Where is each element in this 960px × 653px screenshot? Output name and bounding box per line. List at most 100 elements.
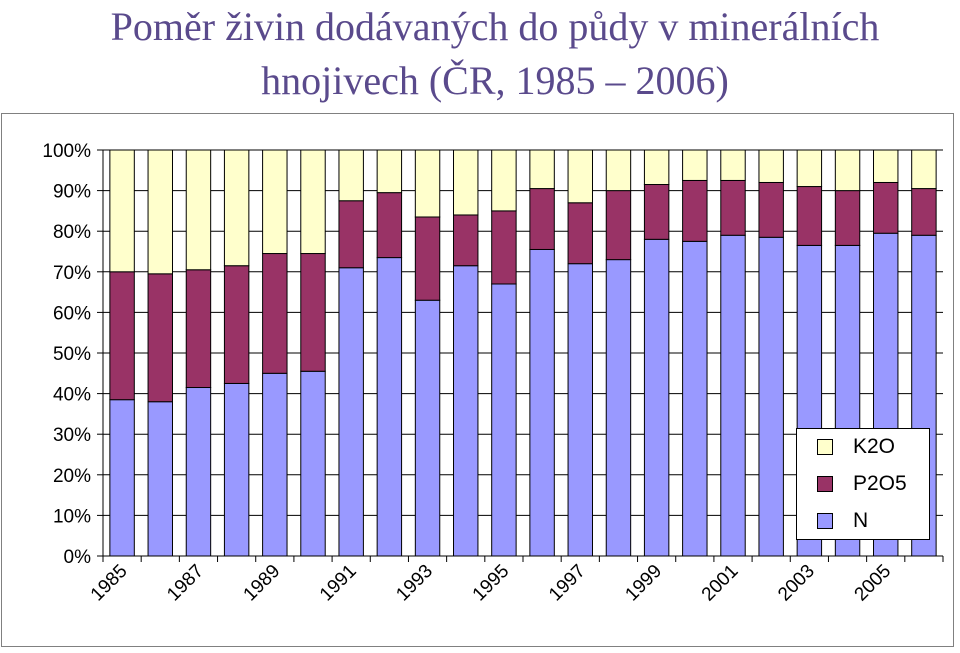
bar-p2o5-1998	[605, 190, 632, 261]
bar-k2o-1996	[529, 149, 555, 190]
bar-k2o-1985	[109, 149, 135, 273]
legend-item-k2o: K2O	[817, 435, 895, 459]
y-tick-label: 10%	[53, 506, 91, 527]
legend-label-k2o: K2O	[853, 435, 896, 458]
bar-p2o5-1985	[109, 271, 135, 401]
y-tick-label: 100%	[42, 141, 91, 162]
bar-n-1992	[376, 257, 403, 557]
y-tick-label: 0%	[64, 547, 92, 568]
bar-n-1997	[567, 263, 593, 557]
bar-n-2000	[682, 240, 708, 557]
bar-n-1989	[262, 372, 288, 557]
bar-p2o5-2005	[873, 181, 899, 234]
bar-k2o-1994	[453, 149, 479, 216]
bar-n-1998	[605, 259, 632, 557]
legend-label-n: N	[853, 509, 869, 532]
bar-n-1988	[223, 382, 250, 557]
bar-n-1991	[338, 267, 364, 557]
bar-k2o-1992	[376, 149, 403, 194]
legend-swatch-p2o5	[817, 476, 833, 492]
bar-p2o5-1991	[338, 200, 364, 269]
x-tick-label: 2003	[774, 561, 819, 606]
title-line-2: hnojivech (ČR, 1985 – 2006)	[261, 58, 729, 103]
bar-k2o-1995	[491, 149, 517, 212]
y-tick-label: 80%	[53, 222, 91, 243]
x-tick-label: 1987	[163, 561, 208, 606]
bar-k2o-1998	[605, 149, 632, 192]
bar-k2o-1986	[147, 149, 173, 275]
bar-k2o-2001	[720, 149, 746, 181]
bar-k2o-1988	[223, 149, 250, 267]
bar-p2o5-2006	[911, 188, 937, 236]
x-tick-label: 1985	[87, 561, 132, 606]
bar-p2o5-1989	[262, 253, 288, 374]
y-tick-label: 60%	[53, 303, 91, 324]
bar-k2o-1989	[262, 149, 288, 255]
bar-k2o-1993	[414, 149, 441, 218]
legend-item-p2o5: P2O5	[817, 472, 907, 496]
x-tick-label: 1991	[316, 561, 361, 606]
bar-p2o5-2003	[796, 186, 823, 246]
legend-swatch-n	[817, 513, 833, 529]
bar-n-1999	[643, 238, 670, 557]
bar-n-1993	[414, 299, 441, 557]
bar-p2o5-2001	[720, 179, 746, 236]
bar-p2o5-1996	[529, 188, 555, 250]
bar-k2o-2002	[758, 149, 784, 183]
y-tick-label: 20%	[53, 466, 91, 487]
bar-n-1996	[529, 248, 555, 557]
bar-n-2001	[720, 234, 746, 557]
bar-k2o-1999	[643, 149, 670, 186]
y-tick-label: 50%	[53, 344, 91, 365]
x-tick-label: 1995	[469, 561, 514, 606]
bar-p2o5-1990	[300, 253, 326, 372]
bar-k2o-1991	[338, 149, 364, 202]
bar-p2o5-1999	[643, 184, 670, 240]
bar-k2o-2003	[796, 149, 823, 188]
bar-k2o-2005	[873, 149, 899, 183]
bar-p2o5-1987	[185, 269, 212, 389]
x-tick-label: 1989	[240, 561, 285, 606]
bar-k2o-2004	[834, 149, 861, 192]
bar-p2o5-1997	[567, 202, 593, 265]
bar-series	[109, 149, 937, 557]
chart-title: Poměr živin dodávaných do půdy v minerál…	[0, 0, 960, 108]
y-tick-labels: 0% 10% 20% 30% 40% 50% 60% 70% 80% 90% 100%	[42, 141, 91, 568]
y-tick-label: 90%	[53, 182, 91, 203]
bar-n-1994	[453, 265, 479, 557]
x-tick-label: 1997	[545, 561, 590, 606]
bar-p2o5-1993	[414, 216, 441, 301]
bar-n-1985	[109, 399, 135, 557]
bar-p2o5-1992	[376, 192, 403, 259]
bar-n-2002	[758, 236, 784, 557]
axes	[102, 150, 944, 562]
x-tick-label: 1993	[392, 561, 437, 606]
legend-label-p2o5: P2O5	[853, 472, 907, 495]
bar-p2o5-1988	[223, 265, 250, 384]
bar-n-1990	[300, 370, 326, 557]
bar-p2o5-2002	[758, 181, 784, 238]
legend: K2O P2O5 N	[796, 428, 930, 540]
bar-k2o-1987	[185, 149, 212, 271]
bar-n-1987	[185, 387, 212, 557]
bar-k2o-1990	[300, 149, 326, 255]
bar-p2o5-1994	[453, 214, 479, 267]
bar-p2o5-1986	[147, 273, 173, 403]
bar-k2o-1997	[567, 149, 593, 204]
bar-p2o5-2000	[682, 179, 708, 242]
y-tick-label: 30%	[53, 425, 91, 446]
bar-k2o-2006	[911, 149, 937, 190]
chart-frame	[1, 113, 954, 647]
legend-item-n: N	[817, 509, 868, 533]
y-tick-label: 40%	[53, 385, 91, 406]
bar-k2o-2000	[682, 149, 708, 181]
title-line-1: Poměr živin dodávaných do půdy v minerál…	[110, 4, 880, 49]
x-tick-label: 2001	[698, 561, 743, 606]
x-tick-label: 1999	[621, 561, 666, 606]
bar-p2o5-2004	[834, 190, 861, 246]
y-tick-label: 70%	[53, 263, 91, 284]
bar-p2o5-1995	[491, 210, 517, 285]
legend-swatch-k2o	[817, 439, 833, 455]
bar-n-1986	[147, 401, 173, 557]
